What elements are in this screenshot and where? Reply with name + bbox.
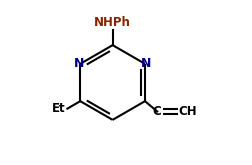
Text: NHPh: NHPh <box>94 16 131 29</box>
Text: Et: Et <box>51 102 65 115</box>
Text: N: N <box>74 57 84 70</box>
Text: C: C <box>152 105 161 118</box>
Text: CH: CH <box>178 105 196 118</box>
Text: N: N <box>140 57 151 70</box>
